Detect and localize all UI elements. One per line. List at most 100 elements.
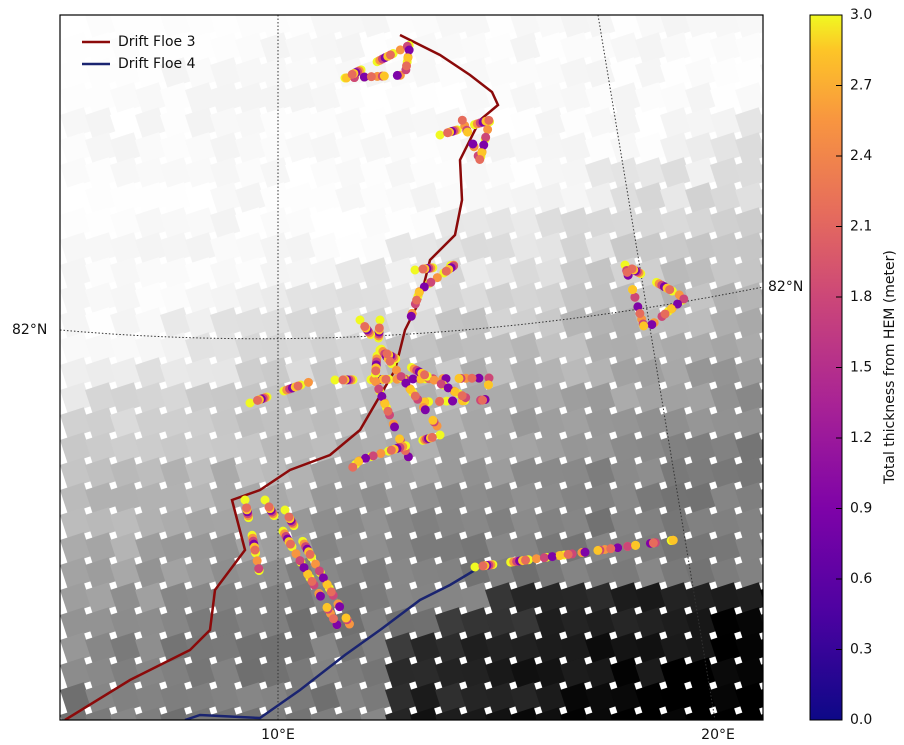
ice-cell (709, 432, 742, 464)
ice-cell (535, 57, 567, 89)
ice-cell (560, 557, 592, 589)
ice-cell (709, 307, 742, 339)
ice-cell (660, 407, 692, 439)
ice-cell (735, 332, 763, 364)
ice-cell (410, 732, 442, 741)
ice-cell (110, 207, 142, 239)
ice-cell (184, 657, 217, 689)
ice-cell (460, 232, 492, 264)
ice-cell (635, 657, 667, 689)
ice-cell (235, 657, 267, 689)
ice-cell (735, 632, 763, 664)
ice-cell (535, 482, 567, 514)
ice-cell (685, 307, 717, 339)
ice-cell (134, 582, 167, 614)
ice-cell (710, 482, 742, 514)
ice-cell (310, 282, 342, 314)
ice-cell (735, 707, 763, 720)
ice-cell (510, 357, 542, 389)
ice-cell (760, 432, 763, 464)
ice-cell (360, 182, 392, 214)
ice-cell (110, 732, 142, 741)
ice-cell (510, 432, 542, 464)
ice-cell (310, 482, 342, 514)
ice-cell (385, 107, 417, 139)
ice-cell (160, 357, 192, 389)
ice-cell (685, 507, 717, 539)
ice-cell (85, 182, 117, 214)
ice-cell (535, 15, 567, 39)
hem-survey (342, 36, 416, 83)
ice-cell (610, 307, 642, 339)
ice-cell (560, 132, 592, 164)
ice-cell (85, 15, 117, 39)
ice-cell (635, 357, 667, 389)
ice-cell (335, 132, 367, 164)
ice-cell (159, 432, 192, 464)
ice-cell (710, 257, 742, 289)
ice-cell (85, 282, 117, 314)
hem-survey (435, 110, 497, 174)
ice-cell (285, 132, 317, 164)
ice-cell (610, 132, 642, 164)
ice-cell (385, 682, 417, 714)
ice-cell (585, 157, 617, 189)
ice-cell (385, 157, 417, 189)
ice-cell (560, 15, 592, 39)
ice-cell (485, 107, 517, 139)
ice-cell (635, 707, 667, 720)
ice-cell (335, 157, 367, 189)
ice-cell (285, 182, 317, 214)
ice-cell (310, 507, 342, 539)
ice-cell (635, 732, 667, 741)
ice-cell (335, 332, 367, 364)
ice-cell (560, 482, 592, 514)
ice-cell (260, 707, 292, 720)
ice-cell (84, 632, 117, 664)
ice-cell (410, 157, 442, 189)
ice-cell (685, 182, 717, 214)
ice-cell (510, 157, 542, 189)
ice-cell (135, 407, 167, 439)
ice-cell (285, 682, 317, 714)
ice-cell (585, 182, 617, 214)
ice-cell (160, 657, 192, 689)
ice-cell (585, 15, 617, 39)
ice-cell (385, 582, 417, 614)
ice-cell (209, 582, 242, 614)
ice-cell (385, 282, 417, 314)
ice-cell (535, 232, 567, 264)
ice-cell (635, 82, 667, 114)
ice-cell (160, 32, 192, 64)
ice-cell (560, 107, 592, 139)
ice-cell (760, 532, 763, 564)
ice-cell (684, 82, 717, 114)
ice-cell (60, 282, 92, 314)
ice-cell (310, 707, 342, 720)
ice-cell (510, 507, 542, 539)
ice-cell (85, 557, 117, 589)
ice-cell (735, 557, 763, 589)
ice-cell (135, 307, 167, 339)
ice-cell (210, 682, 242, 714)
ice-cell (84, 532, 117, 564)
ice-cell (435, 432, 467, 464)
ice-cell (460, 257, 492, 289)
ice-cell (610, 432, 642, 464)
ice-cell (260, 232, 292, 264)
ice-cell (460, 657, 492, 689)
ice-cell (535, 632, 567, 664)
ice-cell (535, 607, 567, 639)
ice-cell (510, 732, 542, 741)
ice-cell (160, 182, 192, 214)
ice-cell (610, 32, 642, 64)
ice-cell (709, 82, 742, 114)
ice-cell (684, 457, 717, 489)
ice-cell (710, 282, 742, 314)
ice-cell (435, 182, 467, 214)
ice-cell (110, 532, 142, 564)
ice-cell (760, 382, 763, 414)
ice-cell (610, 207, 642, 239)
ice-cell (209, 632, 242, 664)
ice-cell (584, 382, 617, 414)
